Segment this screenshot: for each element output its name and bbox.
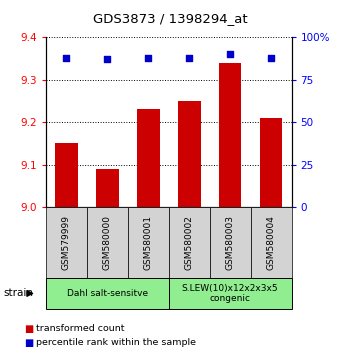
Bar: [96, 169, 119, 207]
Text: GSM580001: GSM580001: [144, 215, 153, 270]
Point: [268, 55, 274, 61]
Text: GSM579999: GSM579999: [62, 215, 71, 270]
Text: strain: strain: [3, 289, 33, 298]
Bar: [260, 118, 282, 207]
Text: Dahl salt-sensitve: Dahl salt-sensitve: [67, 289, 148, 298]
Point: [64, 55, 69, 61]
Bar: [219, 63, 241, 207]
Point: [146, 55, 151, 61]
Text: GSM580002: GSM580002: [185, 215, 194, 270]
Bar: [137, 109, 160, 207]
Point: [105, 56, 110, 62]
Text: S.LEW(10)x12x2x3x5
congenic: S.LEW(10)x12x2x3x5 congenic: [182, 284, 279, 303]
Text: ■: ■: [24, 324, 33, 333]
Text: GSM580004: GSM580004: [267, 215, 276, 270]
Text: percentile rank within the sample: percentile rank within the sample: [36, 338, 196, 347]
Text: transformed count: transformed count: [36, 324, 124, 333]
Text: GSM580000: GSM580000: [103, 215, 112, 270]
Text: ■: ■: [24, 338, 33, 348]
Bar: [178, 101, 201, 207]
Bar: [55, 143, 78, 207]
Text: GSM580003: GSM580003: [226, 215, 235, 270]
Point: [227, 51, 233, 57]
Point: [187, 55, 192, 61]
Text: GDS3873 / 1398294_at: GDS3873 / 1398294_at: [93, 12, 248, 25]
